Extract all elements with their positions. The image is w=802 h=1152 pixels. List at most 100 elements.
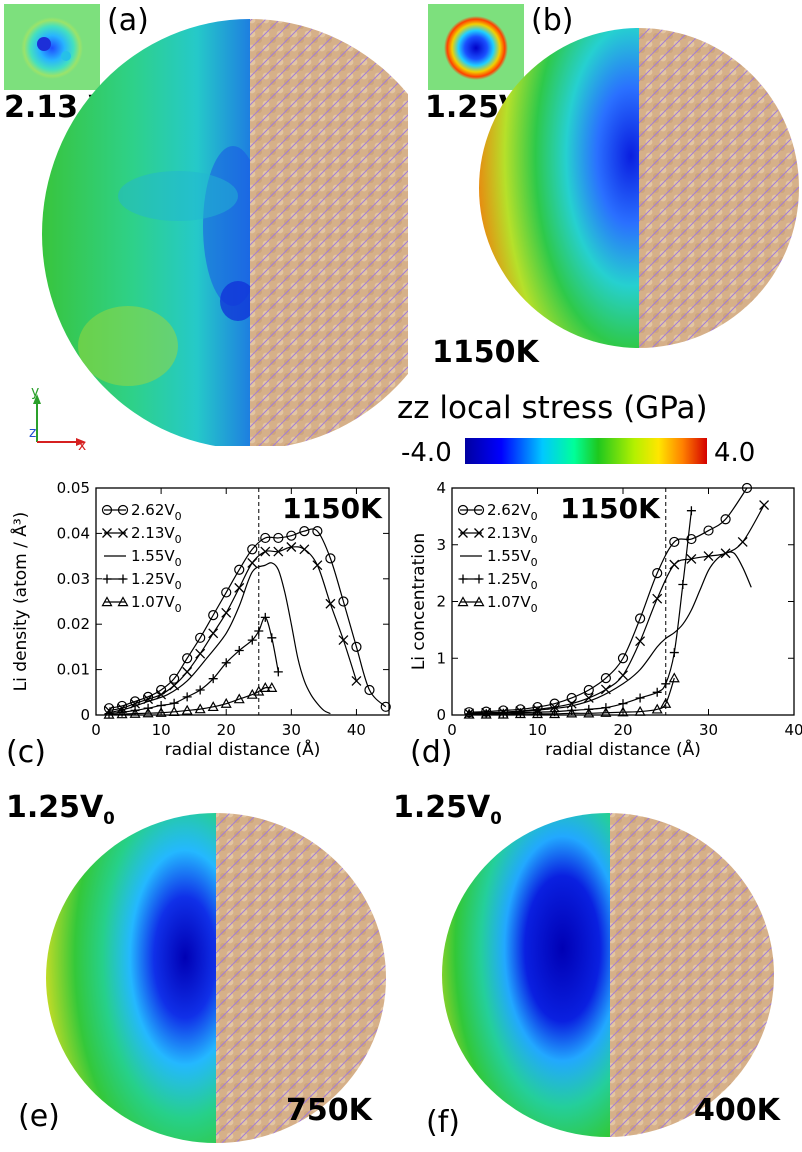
legend-label: 2.13V0 — [487, 524, 538, 546]
data-point — [220, 697, 232, 708]
data-point — [351, 641, 362, 652]
data-point — [182, 653, 193, 664]
data-point — [208, 674, 218, 684]
data-point — [194, 703, 206, 714]
data-point — [207, 701, 219, 712]
axes-indicator: y z x — [29, 386, 86, 452]
y-tick-label: 0.01 — [57, 661, 90, 679]
legend-label: 2.62V0 — [487, 501, 538, 523]
data-point — [669, 559, 680, 570]
data-point — [737, 536, 748, 547]
series-1 — [104, 542, 362, 716]
x-axis-label: radial distance (Å) — [165, 738, 321, 760]
data-point — [463, 708, 475, 719]
data-point — [759, 500, 770, 510]
data-point — [380, 701, 391, 712]
legend-label: 1.55V0 — [131, 547, 182, 569]
data-point — [600, 673, 611, 684]
series-line — [108, 528, 387, 709]
data-point — [312, 560, 323, 571]
legend-label: 1.25V0 — [487, 570, 538, 592]
panel-d-label: (d) — [410, 735, 453, 770]
data-point — [635, 693, 645, 703]
data-point — [273, 667, 283, 677]
axis-z-label: z — [29, 425, 36, 441]
nanoparticle-snapshot-a — [42, 19, 408, 446]
legend-marker — [102, 528, 112, 538]
data-point — [635, 613, 646, 624]
panel-e-label: (e) — [18, 1099, 60, 1134]
x-tick-label: 20 — [613, 721, 632, 739]
legend-label: 2.62V0 — [131, 501, 182, 523]
panel-b-temperature: 1150K — [432, 335, 539, 370]
data-point — [299, 544, 310, 555]
series-line — [109, 686, 272, 716]
data-point — [634, 705, 646, 716]
x-tick-label: 40 — [784, 721, 802, 739]
axis-x-label: x — [78, 438, 86, 452]
series-2 — [469, 551, 752, 715]
data-point — [338, 596, 349, 607]
legend-marker — [458, 574, 468, 584]
data-point — [652, 568, 663, 579]
data-point — [221, 607, 232, 618]
data-point — [480, 708, 492, 719]
inset-b-stress-map — [444, 16, 508, 80]
data-point — [234, 564, 245, 575]
x-tick-label: 40 — [347, 721, 366, 739]
data-point — [652, 687, 662, 697]
series-line — [108, 616, 279, 715]
y-tick-label: 2 — [436, 593, 446, 611]
data-point — [325, 553, 336, 564]
legend-marker — [458, 528, 468, 538]
data-point — [668, 672, 680, 683]
data-point — [195, 685, 205, 695]
data-point — [234, 646, 244, 656]
data-point — [116, 708, 128, 719]
data-point — [208, 610, 219, 621]
x-tick-label: 30 — [699, 721, 718, 739]
colorbar-gradient — [465, 438, 707, 464]
inset-a-stress-map — [21, 17, 83, 79]
series-line — [469, 677, 675, 716]
data-point — [260, 612, 270, 622]
data-point — [600, 706, 612, 717]
legend-marker — [474, 528, 484, 538]
data-point — [312, 526, 323, 537]
data-point — [566, 707, 578, 718]
li-concentration-chart: 0 10 20 30 40 0 1 2 3 4 radial distance (Å) Li conc… — [409, 479, 802, 760]
x-tick-label: 30 — [282, 721, 301, 739]
y-tick-label: 0.05 — [57, 479, 90, 497]
data-point — [260, 532, 271, 544]
data-point — [703, 525, 714, 536]
data-point — [286, 542, 297, 552]
colorbar-min-label: -4.0 — [401, 438, 452, 468]
series-2 — [108, 562, 331, 715]
data-point — [247, 544, 258, 555]
data-point — [182, 692, 192, 702]
y-axis-label: Li density (atom / Å³) — [9, 512, 31, 692]
panel-f-label: (f) — [426, 1105, 460, 1140]
data-point — [678, 579, 688, 589]
data-point — [247, 635, 257, 645]
y-tick-label: 0.04 — [57, 524, 90, 542]
panel-c-label: (c) — [6, 735, 46, 770]
data-point — [142, 707, 154, 718]
legend-marker — [101, 504, 113, 516]
x-tick-label: 0 — [91, 721, 101, 739]
series-line — [108, 562, 331, 715]
data-point — [618, 670, 628, 681]
panel-e-volume: 1.25V0 — [6, 790, 115, 828]
data-point — [169, 673, 180, 684]
legend-marker — [117, 596, 129, 607]
data-point — [267, 633, 277, 643]
y-tick-label: 3 — [436, 536, 446, 554]
data-point — [652, 593, 663, 604]
data-point — [129, 707, 141, 718]
plot-frame — [95, 487, 390, 716]
data-point — [720, 514, 731, 525]
series-4 — [103, 682, 278, 719]
data-point — [156, 689, 167, 700]
legend-marker — [101, 596, 113, 607]
